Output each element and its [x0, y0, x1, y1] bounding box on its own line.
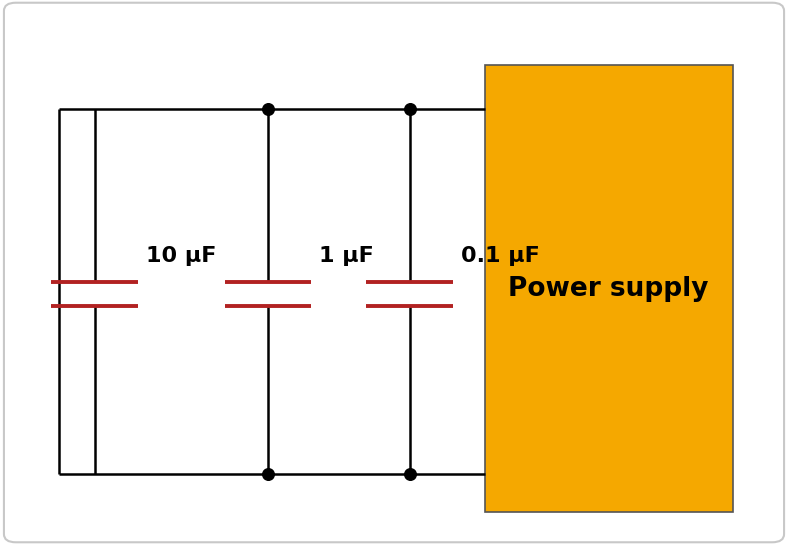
- Text: Power supply: Power supply: [508, 276, 709, 302]
- Bar: [485, 65, 733, 512]
- FancyBboxPatch shape: [4, 3, 784, 542]
- Text: 0.1 μF: 0.1 μF: [461, 246, 540, 266]
- Point: [403, 470, 416, 479]
- Text: 1 μF: 1 μF: [319, 246, 374, 266]
- Point: [262, 105, 274, 113]
- Point: [403, 105, 416, 113]
- Point: [262, 470, 274, 479]
- Text: 10 μF: 10 μF: [146, 246, 216, 266]
